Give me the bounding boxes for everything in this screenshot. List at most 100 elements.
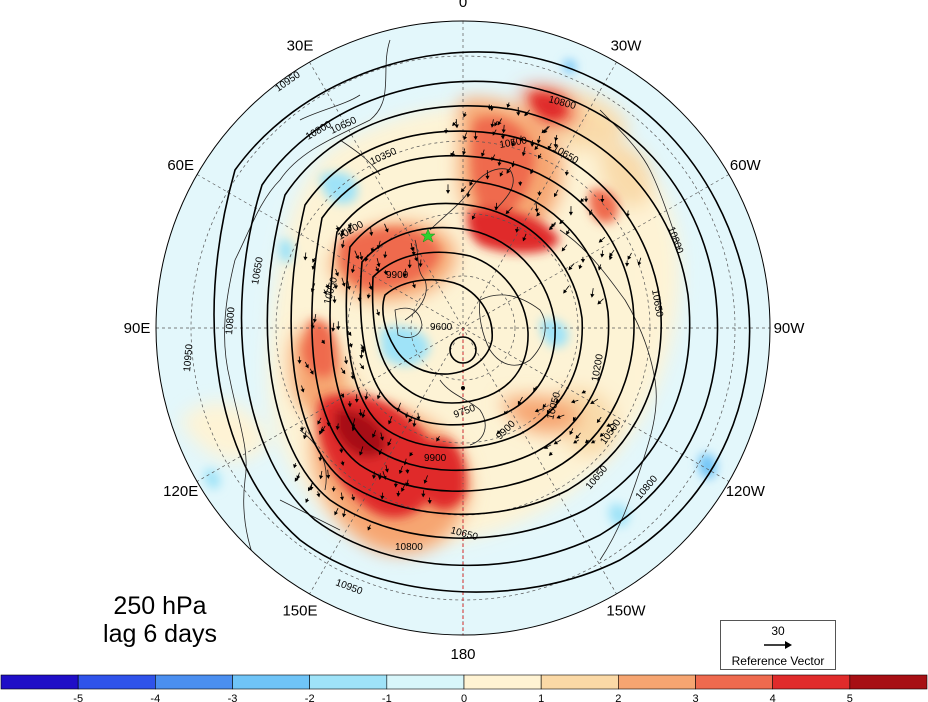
wind-vector-head bbox=[548, 226, 554, 231]
wind-vector-head bbox=[380, 495, 385, 500]
wind-vector-head bbox=[590, 439, 596, 444]
colorbar-tick-label: 4 bbox=[770, 693, 776, 702]
wind-vector-head bbox=[346, 285, 351, 290]
colorbar-swatch bbox=[155, 674, 233, 690]
colorbar-tick-label: 2 bbox=[615, 693, 621, 702]
wind-vector-head bbox=[376, 263, 381, 268]
wind-vector-head bbox=[310, 288, 315, 293]
colorbar-tick-label: 1 bbox=[538, 693, 544, 702]
map-disk: 10950 10800 10650 10350 10200 10050 9900… bbox=[156, 21, 770, 635]
wind-vector-head bbox=[543, 445, 549, 449]
wind-vector-head bbox=[309, 370, 314, 375]
colorbar-swatch bbox=[386, 674, 465, 690]
wind-vector-head bbox=[568, 266, 573, 271]
wind-vector-head bbox=[332, 299, 337, 304]
colorbar-swatch bbox=[772, 674, 851, 690]
colorbar-swatch bbox=[849, 674, 928, 690]
wind-vector-head bbox=[347, 403, 352, 408]
wind-vector-head bbox=[339, 496, 345, 501]
wind-vector-head bbox=[473, 136, 478, 141]
wind-vector-head bbox=[402, 273, 408, 278]
wind-vector-head bbox=[518, 138, 524, 142]
wind-vector-head bbox=[600, 199, 605, 203]
reference-arrow-icon bbox=[764, 641, 792, 649]
wind-vector-head bbox=[573, 439, 578, 444]
colorbar-tick-label: -4 bbox=[150, 693, 160, 702]
wind-vector-head bbox=[294, 477, 299, 482]
wind-vector-head bbox=[536, 212, 541, 217]
wind-vector-head bbox=[598, 238, 603, 243]
figure-title: 250 hPa lag 6 days bbox=[70, 592, 250, 648]
wind-vector-head bbox=[436, 437, 440, 442]
wind-vector-head bbox=[606, 423, 611, 427]
wind-vector-head bbox=[335, 226, 340, 232]
wind-vector-head bbox=[326, 474, 331, 479]
wind-vector-head bbox=[611, 427, 615, 432]
coastlines bbox=[224, 39, 681, 591]
wind-vector-head bbox=[379, 436, 384, 441]
wind-vector-head bbox=[361, 413, 366, 419]
wind-vector-head bbox=[546, 409, 551, 415]
wind-vector-head bbox=[359, 355, 364, 359]
wind-vector-head bbox=[497, 162, 502, 167]
wind-vector-head bbox=[359, 256, 364, 261]
wind-vector-head bbox=[348, 343, 353, 348]
longitude-label-120e: 120E bbox=[163, 483, 198, 500]
colorbar-tick-label: -5 bbox=[73, 693, 83, 702]
wind-vector-head bbox=[336, 326, 341, 331]
wind-vector-head bbox=[514, 228, 520, 233]
wind-vector-head bbox=[518, 182, 523, 187]
wind-vector-head bbox=[371, 475, 377, 480]
wind-vector-head bbox=[494, 122, 498, 127]
wind-vector-head bbox=[462, 113, 467, 118]
wind-vector-head bbox=[340, 230, 345, 235]
colorbar-tick-label: -1 bbox=[382, 693, 392, 702]
colorbar: -5 -4 -3 -2 -1 0 1 2 3 4 5 bbox=[0, 674, 928, 702]
wind-vector-head bbox=[354, 398, 359, 403]
wind-vector-head bbox=[597, 300, 602, 305]
wind-vector-head bbox=[321, 339, 325, 345]
wind-vector-head bbox=[411, 284, 416, 289]
wind-vector-head bbox=[416, 416, 421, 421]
wind-vector-head bbox=[410, 247, 415, 252]
wind-vector-head bbox=[323, 290, 327, 295]
wind-vector-head bbox=[536, 139, 541, 144]
wind-vector-head bbox=[541, 129, 546, 134]
wind-vector-head bbox=[309, 486, 314, 491]
wind-vector-head bbox=[423, 479, 428, 484]
wind-vector-head bbox=[505, 210, 510, 215]
wind-vector-head bbox=[579, 198, 585, 203]
longitude-label-0: 0 bbox=[459, 0, 467, 11]
wind-vector-head bbox=[571, 399, 576, 404]
pressure-level-label: 250 hPa bbox=[113, 592, 207, 620]
wind-vector-head bbox=[580, 259, 586, 263]
wind-vector-head bbox=[480, 152, 485, 157]
wind-vector-head bbox=[370, 248, 375, 253]
wind-vector-head bbox=[384, 468, 389, 473]
wind-vector-head bbox=[530, 169, 534, 175]
wind-vector-head bbox=[359, 451, 364, 456]
wind-vector-head bbox=[350, 269, 356, 274]
wind-vector-head bbox=[376, 395, 381, 400]
wind-vector-head bbox=[409, 452, 414, 457]
wind-vector-head bbox=[408, 418, 413, 423]
wind-vector-head bbox=[499, 172, 504, 177]
height-contours bbox=[213, 51, 751, 593]
wind-vector-head bbox=[584, 198, 589, 203]
wind-vector-head bbox=[396, 407, 401, 412]
wind-vector-head bbox=[469, 181, 474, 187]
wind-vector-head bbox=[351, 427, 356, 432]
wind-vector-head bbox=[393, 483, 398, 488]
wind-vector-head bbox=[534, 408, 539, 413]
pole-marker bbox=[461, 386, 465, 390]
wind-vector-head bbox=[511, 163, 516, 168]
wind-vector-head bbox=[382, 475, 387, 480]
wind-vector-head bbox=[398, 469, 403, 475]
wind-vector-head bbox=[548, 451, 553, 456]
wind-vector-head bbox=[418, 263, 423, 268]
wind-vector-head bbox=[487, 106, 492, 111]
wind-vector-head bbox=[450, 152, 455, 157]
wind-vector-head bbox=[524, 112, 529, 117]
wind-vector-head bbox=[491, 156, 495, 161]
contour-label-10650-b: 10650 bbox=[250, 256, 266, 286]
